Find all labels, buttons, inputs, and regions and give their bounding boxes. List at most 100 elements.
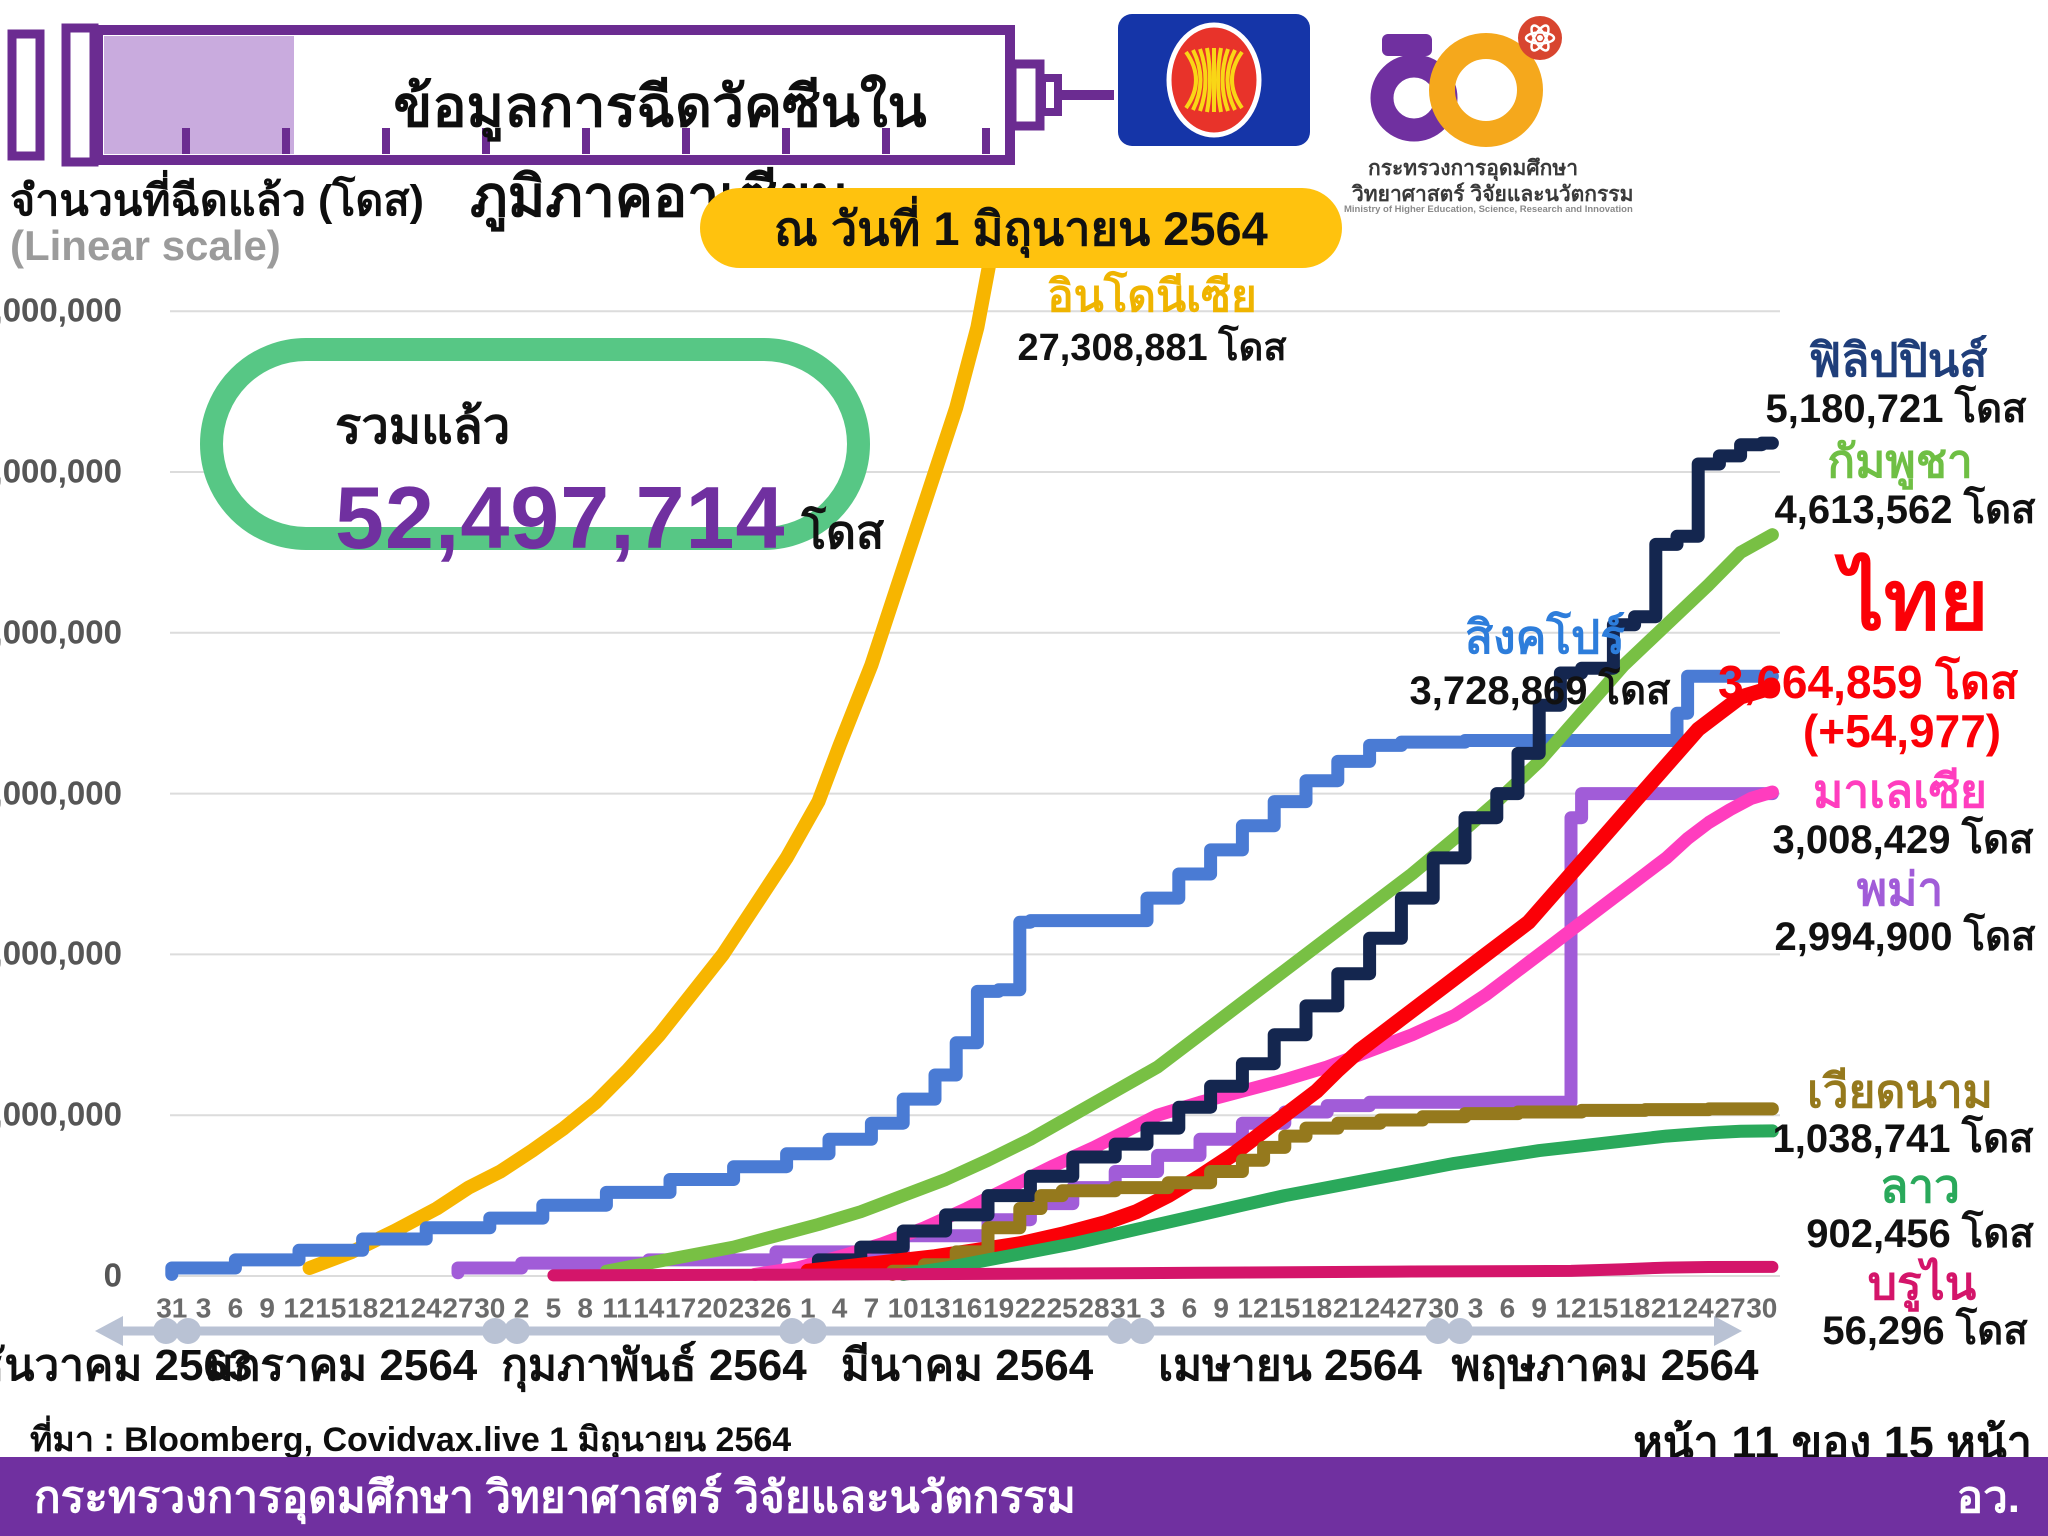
atom-icon [1518,16,1562,60]
x-axis-month-label: ธันวาคม 2563 [0,1340,253,1390]
syringe-scale-ticks [182,128,990,154]
x-axis-tick: 21 [378,1292,410,1324]
y-axis-label: 5,000,000 [0,452,122,490]
x-axis-tick: 18 [1619,1292,1651,1324]
y-axis-label: 4,000,000 [0,613,122,651]
x-axis-tick: 11 [602,1292,632,1324]
y-axis-label: 0 [103,1256,122,1294]
syringe-plunger-flange [61,23,99,167]
country-value-vietnam: 1,038,741 โดส [1772,1117,2034,1161]
x-axis-tick: 25 [1046,1292,1078,1324]
x-axis-tick: 27 [442,1292,474,1324]
x-axis-tick: 3 [1467,1292,1484,1324]
asean-flag [1118,14,1310,146]
x-axis-tick: 12 [1555,1292,1587,1324]
x-axis-tick: 21 [1332,1292,1364,1324]
timeline-arrowhead-left [95,1316,123,1346]
timeline-month-dot [1107,1318,1133,1344]
x-axis-tick: 31 [1110,1292,1142,1324]
country-label-malaysia: มาเลเซีย [1813,764,1987,817]
total-unit: โดส [801,506,885,558]
timeline-month-dot [801,1318,827,1344]
x-axis-tick: 15 [315,1292,347,1324]
y-axis-title: จำนวนที่ฉีดแล้ว (โดส) [10,177,424,225]
x-axis-tick: 24 [1682,1292,1714,1324]
x-axis-tick: 18 [1301,1292,1333,1324]
country-value-indonesia: 27,308,881 โดส [1017,327,1287,370]
x-axis-tick: 6 [1181,1292,1198,1324]
x-axis-tick: 9 [259,1292,275,1324]
country-label-singapore: สิงคโปร์ [1465,610,1625,663]
syringe-graphic [7,23,1114,167]
x-axis-tick: 12 [283,1292,315,1324]
country-label-laos: ลาว [1880,1159,1960,1212]
x-axis-tick: 10 [887,1292,919,1324]
timeline-month-dot [1129,1318,1155,1344]
x-axis-tick: 5 [545,1292,562,1324]
timeline-month-dot [175,1318,201,1344]
syringe-tip-outer [1007,59,1045,131]
y-axis-label: 1,000,000 [0,1095,122,1133]
syringe-plunger-cap [7,29,45,161]
country-value-thailand: 3,664,859 โดส [1717,655,2019,708]
x-axis-tick: 27 [1714,1292,1746,1324]
mhesi-logo-icon [1370,16,1562,147]
timeline-month-dot [1425,1318,1451,1344]
x-axis-tick: 9 [1213,1292,1229,1324]
country-label-cambodia: กัมพูชา [1827,434,1973,487]
syringe-tip-inner [1038,74,1062,116]
country-value-cambodia: 4,613,562 โดส [1774,488,2036,532]
country-delta-thailand: (+54,977) [1802,704,2002,757]
timeline-month-dot [779,1318,805,1344]
country-label-brunei: บรูไน [1867,1256,1977,1309]
x-axis-tick: 19 [983,1292,1015,1324]
total-label: รวมแล้ว [335,400,511,454]
footer-bar: กระทรวงการอุดมศึกษา วิทยาศาสตร์ วิจัยและ… [0,1457,2048,1536]
total-value: 52,497,714 [335,468,786,567]
x-axis-tick: 13 [919,1292,951,1324]
series-line-vietnam [886,1102,1779,1281]
x-axis-tick: 23 [728,1292,760,1324]
x-axis-tick: 1 [800,1292,816,1324]
mhesi-name-line2: วิทยาศาสตร์ วิจัยและนวัตกรรม [1352,183,1634,206]
x-axis-month-label: พฤษภาคม 2564 [1451,1340,1759,1390]
x-axis-tick: 31 [156,1292,188,1324]
x-axis-tick: 7 [863,1292,880,1324]
x-axis-tick: 17 [665,1292,697,1324]
x-axis-tick: 28 [1078,1292,1110,1324]
x-axis-tick: 2 [513,1292,530,1324]
x-axis-tick: 24 [410,1292,442,1324]
timeline-month-dot [1447,1318,1473,1344]
country-label-myanmar: พม่า [1856,862,1944,915]
country-value-brunei: 56,296 โดส [1822,1309,2028,1353]
country-label-thailand: ไทย [1841,552,1989,647]
footer-ministry-name: กระทรวงการอุดมศึกษา วิทยาศาสตร์ วิจัยและ… [34,1472,1076,1522]
country-value-singapore: 3,728,869 โดส [1409,669,1671,713]
y-axis-label: 3,000,000 [0,774,122,812]
series-line-brunei [547,1260,1779,1282]
x-axis-tick: 18 [347,1292,379,1324]
country-value-laos: 902,456 โดส [1806,1212,2034,1256]
y-axis-label: 6,000,000 [0,291,122,329]
y-axis-label: 2,000,000 [0,935,122,973]
x-axis-tick: 14 [633,1292,665,1324]
timeline-month-dot [153,1318,179,1344]
x-axis-month-label: มีนาคม 2564 [840,1340,1094,1390]
x-axis-month-label: มกราคม 2564 [204,1340,478,1390]
asean-rice-sheaf-icon [1184,47,1244,113]
x-axis-tick: 15 [1269,1292,1301,1324]
timeline-month-dot [482,1318,508,1344]
x-axis-tick: 12 [1237,1292,1269,1324]
x-axis-tick: 15 [1587,1292,1619,1324]
series-line-malaysia [748,785,1779,1281]
x-axis-tick: 30 [1746,1292,1778,1324]
x-axis-tick: 21 [1650,1292,1682,1324]
series-line-laos [896,1124,1779,1281]
mhesi-name-line3-en: Ministry of Higher Education, Science, R… [1344,204,1633,215]
page-title: ข้อมูลการฉีดวัคซีนในภูมิภาคอาเซียน [393,75,927,229]
mhesi-name-line1: กระทรวงการอุดมศึกษา [1368,157,1578,180]
series-line-philippines [811,436,1779,1278]
x-axis-tick: 4 [831,1292,848,1324]
country-label-philippines: ฟิลิปปินส์ [1808,333,1988,386]
x-axis-tick: 6 [1499,1292,1516,1324]
